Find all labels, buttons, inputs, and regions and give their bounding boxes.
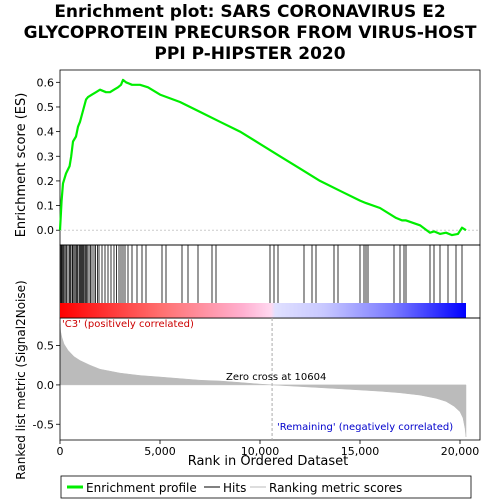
es-y-tick-label: 0.6 [37, 76, 55, 89]
es-y-tick-label: 0.5 [37, 101, 55, 114]
es-y-tick-label: 0.4 [37, 126, 55, 139]
x-tick-label: 0 [57, 445, 64, 458]
negative-correlation-label: 'Remaining' (negatively correlated) [277, 422, 453, 433]
x-axis: 0 5,000 10,000 15,000 20,000 [57, 440, 480, 458]
es-y-tick-label: 0.3 [37, 150, 55, 163]
positive-correlation-label: 'C3' (positively correlated) [62, 319, 194, 330]
es-y-axis-label: Enrichment score (ES) [14, 93, 29, 238]
ranking-metric-area [59, 323, 467, 437]
es-y-tick-label: 0.2 [37, 175, 55, 188]
zero-cross-label: Zero cross at 10604 [226, 372, 326, 383]
x-tick-label: 5,000 [144, 445, 176, 458]
rank-gradient-bar [60, 303, 466, 318]
title-line-1: Enrichment plot: SARS CORONAVIRUS E2 [54, 2, 446, 22]
x-tick-label: 10,000 [241, 445, 280, 458]
es-y-tick-label: 0.0 [37, 224, 55, 237]
legend-hits: Hits [223, 481, 246, 495]
x-axis-label: Rank in Ordered Dataset [188, 454, 349, 469]
rank-color-bar [60, 303, 466, 318]
hits-panel [59, 244, 481, 319]
metric-frame [59, 317, 481, 441]
x-tick-label: 20,000 [441, 445, 480, 458]
es-panel: 0.0 0.1 0.2 0.3 0.4 0.5 0.6 [37, 69, 481, 246]
metric-panel: 0.5 0.0 -0.5 [33, 317, 481, 441]
enrichment-profile-line [58, 78, 467, 237]
legend-ranking-metric: Ranking metric scores [269, 481, 402, 495]
title-line-3: PPI P-HIPSTER 2020 [154, 44, 346, 64]
metric-y-tick-label: -0.5 [33, 418, 54, 431]
title-line-2: GLYCOPROTEIN PRECURSOR FROM VIRUS-HOST [23, 23, 477, 43]
metric-y-tick-label: 0.0 [37, 379, 55, 392]
metric-y-axis-label: Ranked list metric (Signal2Noise) [14, 280, 28, 479]
legend-enrichment-profile: Enrichment profile [86, 481, 197, 495]
es-y-tick-label: 0.1 [37, 200, 55, 213]
x-tick-label: 15,000 [341, 445, 380, 458]
es-frame [59, 69, 481, 246]
legend: Enrichment profile Hits Ranking metric s… [60, 475, 472, 499]
chart-title: Enrichment plot: SARS CORONAVIRUS E2 GLY… [0, 2, 500, 65]
metric-y-tick-label: 0.5 [37, 340, 55, 353]
